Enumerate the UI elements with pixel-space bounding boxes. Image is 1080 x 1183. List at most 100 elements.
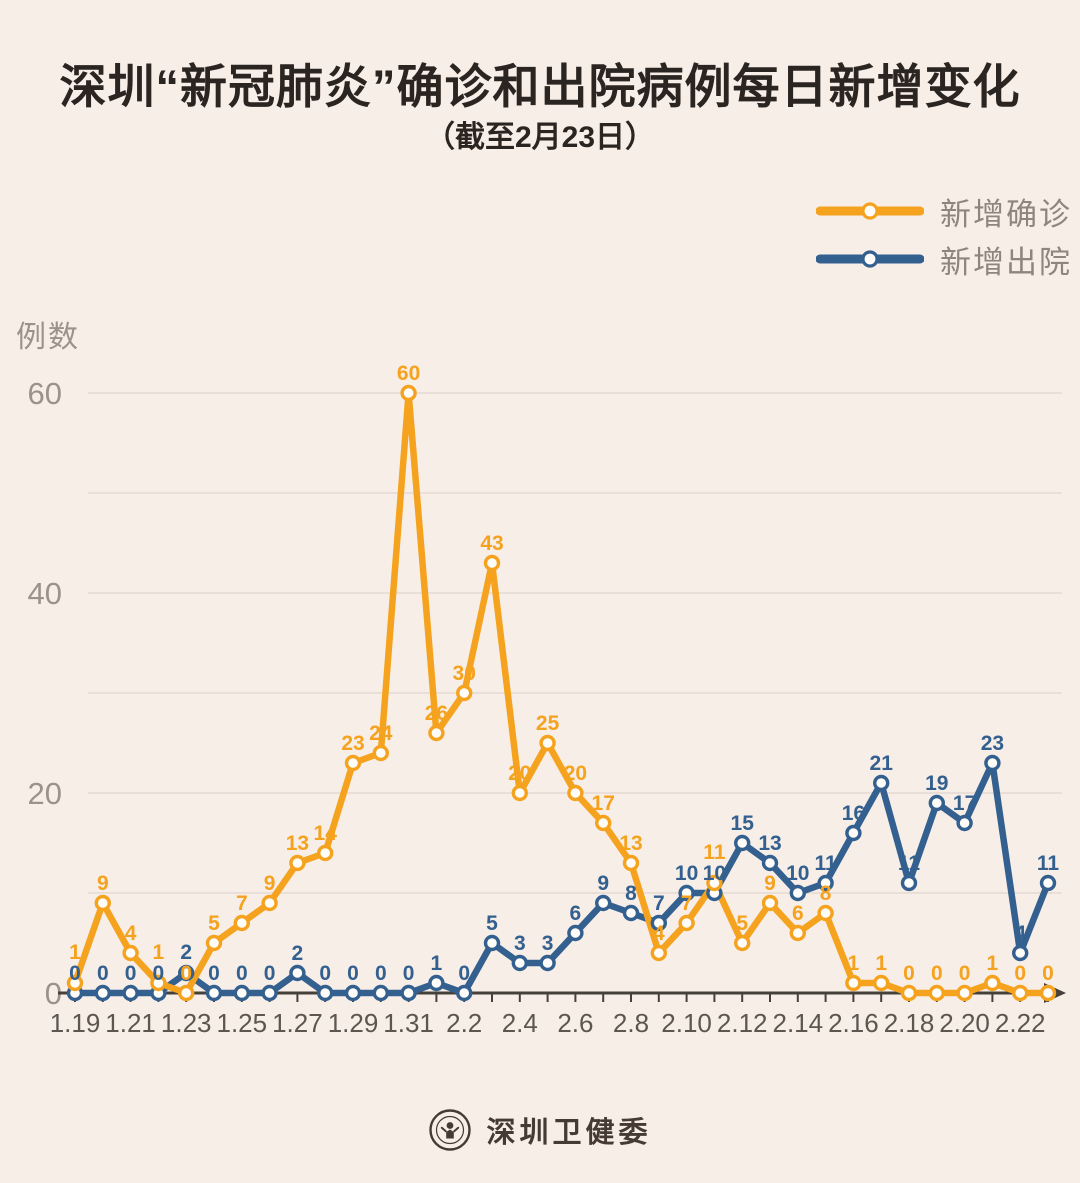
confirmed-value-label: 1 (848, 952, 860, 975)
confirmed-data-point (511, 784, 528, 802)
footer: 深圳卫健委 (0, 1108, 1080, 1152)
chart-legend: 新增确诊 新增出院 (816, 192, 1072, 280)
discharged-data-point (317, 984, 334, 1002)
confirmed-value-label: 7 (236, 892, 248, 915)
discharged-value-label: 0 (69, 962, 81, 985)
discharged-data-point (177, 964, 195, 982)
x-tick-label: 2.8 (613, 1008, 649, 1038)
confirmed-data-point (372, 744, 389, 762)
confirmed-data-point (956, 984, 973, 1002)
discharged-value-label: 0 (264, 962, 276, 985)
x-tick-label: 1.21 (105, 1008, 156, 1038)
discharged-data-point (456, 984, 473, 1002)
confirmed-data-point (539, 734, 556, 752)
confirmed-value-label: 24 (369, 722, 393, 745)
discharged-value-label: 23 (981, 732, 1004, 755)
confirmed-data-point (150, 974, 167, 992)
confirmed-data-point (400, 384, 417, 402)
x-tick-label: 2.12 (717, 1008, 768, 1038)
discharged-value-label: 1 (431, 952, 443, 975)
discharged-value-label: 13 (758, 832, 781, 855)
confirmed-data-point (567, 784, 584, 802)
discharged-data-point (845, 824, 862, 842)
confirmed-data-point (344, 754, 362, 772)
confirmed-data-point (761, 894, 779, 912)
y-tick-label: 40 (28, 576, 62, 611)
confirmed-value-label: 43 (480, 532, 503, 555)
x-tick-label: 2.6 (557, 1008, 593, 1038)
discharged-value-label: 11 (814, 852, 837, 875)
confirmed-value-label: 7 (681, 892, 693, 915)
discharged-value-label: 21 (870, 752, 894, 775)
page-subtitle: （截至2月23日） (424, 121, 656, 154)
discharged-value-label: 10 (786, 862, 809, 885)
legend-item-discharged: 新增出院 (816, 240, 1072, 280)
discharged-value-label: 0 (403, 962, 415, 985)
y-tick-label: 0 (45, 976, 62, 1011)
x-tick-label: 2.20 (939, 1008, 990, 1038)
discharged-value-label: 10 (675, 862, 698, 885)
discharged-value-label: 3 (514, 932, 526, 955)
confirmed-value-label: 14 (314, 822, 338, 845)
confirmed-value-label: 9 (764, 872, 776, 895)
discharged-data-point (483, 934, 501, 952)
y-tick-label: 60 (28, 376, 62, 411)
discharged-data-point (734, 834, 751, 852)
discharged-data-point (344, 984, 362, 1002)
confirmed-value-label: 17 (592, 792, 615, 815)
discharged-value-label: 10 (703, 862, 726, 885)
health-commission-logo-icon (429, 1109, 472, 1151)
confirmed-data-point (261, 894, 278, 912)
confirmed-data-point (845, 974, 862, 992)
x-tick-label: 2.2 (446, 1008, 482, 1038)
discharged-data-point (567, 924, 584, 942)
discharged-data-point (428, 974, 445, 992)
discharged-value-label: 8 (625, 882, 637, 905)
x-tick-label: 1.25 (216, 1008, 267, 1038)
x-tick-label: 2.4 (502, 1008, 538, 1038)
confirmed-value-label: 20 (564, 762, 587, 785)
discharged-data-point (650, 914, 667, 932)
confirmed-value-label: 23 (341, 732, 364, 755)
x-tick-label: 2.22 (995, 1008, 1046, 1038)
discharged-line-swatch-icon (816, 250, 924, 268)
confirmed-value-label: 0 (931, 962, 943, 985)
confirmed-data-point (233, 914, 251, 932)
discharged-data-point (400, 984, 417, 1002)
confirmed-line-swatch-icon (816, 202, 924, 220)
x-tick-label: 2.14 (772, 1008, 823, 1038)
confirmed-data-point (205, 934, 223, 952)
discharged-value-label: 3 (542, 932, 554, 955)
x-tick-label: 1.27 (272, 1008, 323, 1038)
discharged-data-point (956, 814, 973, 832)
discharged-value-label: 15 (731, 812, 755, 835)
confirmed-data-point (1039, 984, 1057, 1002)
discharged-value-label: 5 (486, 912, 498, 935)
confirmed-value-label: 11 (703, 841, 726, 864)
discharged-value-label: 0 (458, 962, 470, 985)
x-tick-label: 1.23 (161, 1008, 212, 1038)
discharged-data-point (873, 774, 890, 792)
discharged-data-point (622, 904, 640, 922)
x-tick-label: 2.10 (661, 1008, 712, 1038)
confirmed-data-point (317, 844, 334, 862)
confirmed-value-label: 9 (97, 872, 109, 895)
discharged-value-label: 7 (653, 892, 665, 915)
discharged-value-label: 6 (570, 902, 582, 925)
confirmed-value-label: 5 (736, 912, 748, 935)
page-title: 深圳“新冠肺炎”确诊和出院病例每日新增变化 (59, 60, 1021, 113)
discharged-data-point (900, 874, 918, 892)
confirmed-value-label: 0 (1014, 962, 1026, 985)
confirmed-value-label: 8 (820, 882, 832, 905)
x-tick-label: 1.31 (383, 1008, 434, 1038)
confirmed-data-point (650, 944, 667, 962)
confirmed-value-label: 1 (69, 941, 81, 964)
confirmed-data-point (94, 894, 112, 912)
confirmed-data-point (789, 924, 806, 942)
confirmed-data-point (706, 874, 723, 892)
confirmed-value-label: 0 (959, 962, 971, 985)
discharged-data-point (511, 954, 528, 972)
discharged-value-label: 0 (125, 962, 137, 985)
discharged-data-point (261, 984, 278, 1002)
discharged-data-point (233, 984, 251, 1002)
